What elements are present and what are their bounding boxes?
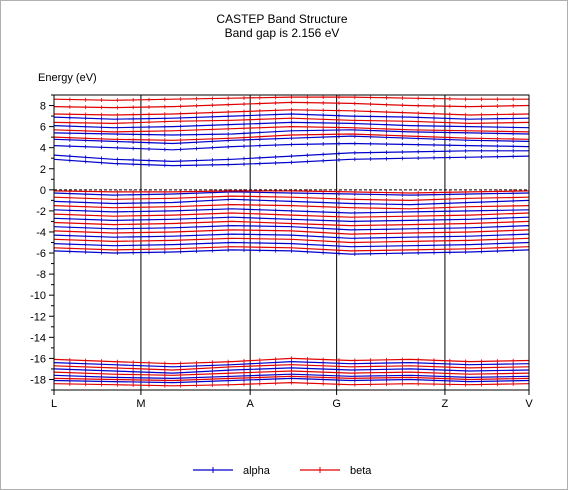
plot-area: 8 6 4 2 0 -2 -4 -6 -8 -10 -12 -14 -16 -18 L M A G Z V [30, 94, 533, 410]
y-tick-label: -18 [30, 374, 46, 386]
y-tick-label: -2 [36, 206, 46, 218]
y-tick-label: -4 [36, 227, 46, 239]
chart-subtitle: Band gap is 2.156 eV [225, 26, 340, 40]
y-tick-label: 0 [40, 185, 46, 197]
legend-label-alpha: alpha [243, 465, 271, 477]
legend: alpha beta [193, 465, 372, 477]
x-tick-label: A [247, 398, 255, 410]
x-tick-label: V [525, 398, 533, 410]
x-tick-label: Z [442, 398, 449, 410]
y-tick-label: -16 [30, 353, 46, 365]
y-axis-label: Energy (eV) [38, 72, 97, 84]
y-tick-label: 6 [40, 122, 46, 134]
x-tick-label: M [136, 398, 145, 410]
y-tick-label: 2 [40, 164, 46, 176]
y-tick-label: -10 [30, 290, 46, 302]
y-tick-label: 8 [40, 101, 46, 113]
chart-title: CASTEP Band Structure [216, 12, 348, 26]
y-tick-label: -6 [36, 248, 46, 260]
series-beta [53, 95, 530, 388]
legend-label-beta: beta [350, 465, 372, 477]
y-tick-label: -14 [30, 332, 46, 344]
plot-border [53, 94, 530, 391]
y-tick-label: 4 [40, 143, 46, 155]
y-tick-label: -8 [36, 269, 46, 281]
x-tick-label: L [51, 398, 57, 410]
x-tick-label: G [332, 398, 341, 410]
y-tick-label: -12 [30, 311, 46, 323]
